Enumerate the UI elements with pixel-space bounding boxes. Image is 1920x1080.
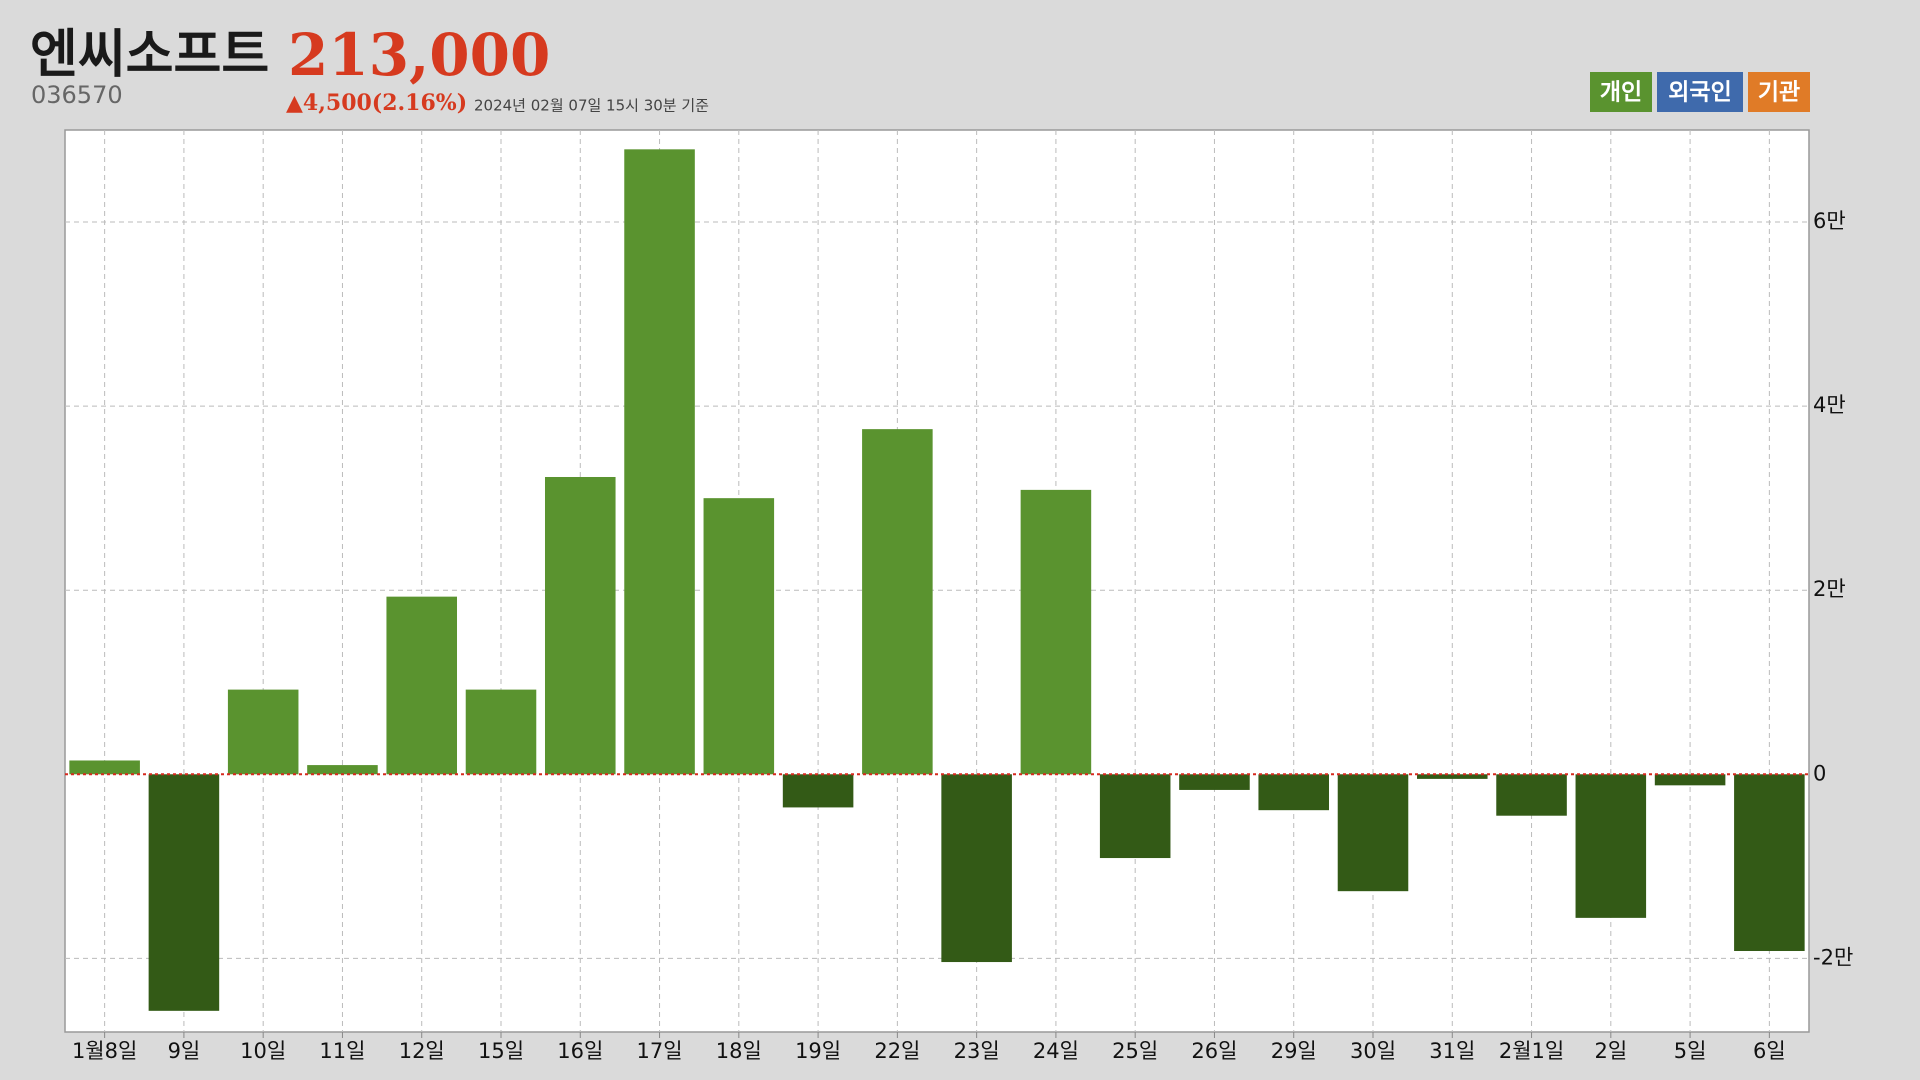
stock-code: 036570 bbox=[31, 81, 123, 109]
x-tick-label: 18일 bbox=[716, 1039, 762, 1063]
x-tick-label: 12일 bbox=[399, 1039, 445, 1063]
x-tick-label: 19일 bbox=[795, 1039, 841, 1063]
x-tick-label: 29일 bbox=[1271, 1039, 1317, 1063]
x-tick-label: 2일 bbox=[1594, 1039, 1627, 1063]
bar bbox=[465, 689, 537, 775]
legend-label[interactable]: 외국인 bbox=[1668, 80, 1731, 106]
x-tick-label: 11일 bbox=[319, 1039, 365, 1063]
x-tick-label: 26일 bbox=[1191, 1039, 1237, 1063]
x-tick-label: 17일 bbox=[637, 1039, 683, 1063]
bar bbox=[386, 596, 458, 775]
bar bbox=[1734, 774, 1805, 952]
x-tick-label: 6일 bbox=[1753, 1039, 1786, 1063]
y-tick-label: 4만 bbox=[1813, 393, 1846, 417]
timestamp: 2024년 02월 07일 15시 30분 기준 bbox=[474, 97, 709, 115]
bar bbox=[1179, 774, 1250, 790]
x-tick-label: 5일 bbox=[1674, 1039, 1707, 1063]
x-tick-label: 22일 bbox=[874, 1039, 920, 1063]
bar bbox=[1337, 774, 1409, 892]
bar bbox=[1496, 774, 1567, 816]
legend-button[interactable] bbox=[1748, 72, 1810, 112]
x-tick-label: 15일 bbox=[478, 1039, 524, 1063]
x-tick-label: 10일 bbox=[240, 1039, 286, 1063]
legend-label[interactable]: 개인 bbox=[1600, 80, 1642, 106]
x-tick-label: 24일 bbox=[1033, 1039, 1079, 1063]
bar bbox=[703, 498, 775, 775]
x-tick-label: 23일 bbox=[954, 1039, 1000, 1063]
price-change: ▲4,500(2.16%) bbox=[286, 90, 467, 116]
legend-label[interactable]: 기관 bbox=[1758, 80, 1800, 106]
bar bbox=[544, 476, 616, 775]
bar bbox=[307, 765, 378, 775]
chart-title: 엔씨소프트 bbox=[30, 25, 269, 85]
bar bbox=[1020, 489, 1092, 775]
bar bbox=[227, 689, 299, 775]
bar bbox=[1416, 774, 1488, 779]
x-tick-label: 1월8일 bbox=[72, 1039, 137, 1063]
bar bbox=[1099, 774, 1171, 859]
x-tick-label: 9일 bbox=[168, 1039, 201, 1063]
bar bbox=[782, 774, 854, 808]
x-tick-label: 25일 bbox=[1112, 1039, 1158, 1063]
price: 213,000 bbox=[288, 21, 550, 89]
bar bbox=[148, 774, 220, 1011]
bar bbox=[1258, 774, 1330, 811]
y-tick-label: 0 bbox=[1813, 761, 1826, 785]
legend-button[interactable] bbox=[1657, 72, 1743, 112]
plot-area bbox=[64, 129, 1810, 1033]
bar bbox=[1575, 774, 1647, 918]
bar bbox=[624, 149, 695, 775]
bar bbox=[862, 429, 933, 775]
x-tick-label: 31일 bbox=[1429, 1039, 1475, 1063]
y-tick-label: 6만 bbox=[1813, 209, 1846, 233]
bar bbox=[69, 760, 140, 775]
x-tick-label: 16일 bbox=[557, 1039, 603, 1063]
y-tick-label: 2만 bbox=[1813, 577, 1846, 601]
bar bbox=[1654, 774, 1726, 786]
y-tick-label: -2만 bbox=[1813, 945, 1853, 969]
x-tick-label: 30일 bbox=[1350, 1039, 1396, 1063]
x-tick-label: 2월1일 bbox=[1499, 1039, 1564, 1063]
bar bbox=[941, 774, 1012, 963]
legend-button[interactable] bbox=[1590, 72, 1652, 112]
